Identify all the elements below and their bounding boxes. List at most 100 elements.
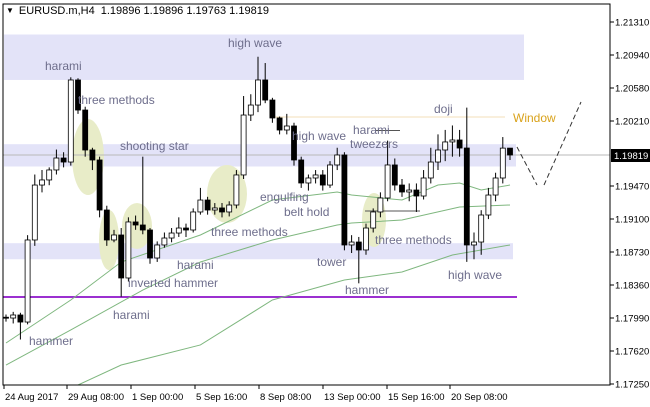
pattern-label: three methods	[78, 93, 155, 107]
candle	[139, 156, 146, 235]
bearish-candle-body	[319, 174, 326, 186]
candle	[327, 161, 333, 188]
candle	[125, 217, 132, 282]
bearish-candle-body	[3, 316, 9, 319]
bullish-candle-body	[46, 169, 53, 181]
candle	[355, 236, 362, 284]
bullish-candle-body	[39, 179, 45, 186]
candle	[247, 94, 254, 122]
candle	[96, 156, 103, 218]
bearish-candle-body	[269, 99, 276, 119]
bearish-candle-body	[60, 157, 67, 163]
candle	[46, 167, 53, 186]
bullish-candle-body	[312, 174, 319, 179]
bullish-candle-body	[175, 227, 182, 234]
y-tick-label: 1.19100	[615, 215, 649, 226]
bullish-candle-body	[197, 199, 204, 213]
candle	[406, 183, 413, 202]
x-tick-label: 15 Sep 16:00	[388, 392, 445, 403]
pattern-label: harami	[113, 308, 150, 322]
pattern-label: engulfing	[260, 190, 309, 204]
forecast-arrow-down	[516, 146, 538, 186]
pattern-label: high wave	[228, 36, 282, 50]
bullish-candle-body	[255, 79, 261, 106]
pattern-label: belt hold	[284, 205, 329, 219]
pattern-label: hammer	[29, 334, 73, 348]
bearish-candle-body	[139, 224, 146, 231]
bearish-candle-body	[132, 221, 139, 226]
bullish-candle-body	[161, 237, 168, 246]
x-tick-label: 5 Sep 16:00	[196, 392, 247, 403]
candle	[312, 170, 319, 184]
pattern-label: harami	[45, 59, 82, 73]
forecast-arrow-up	[543, 101, 582, 186]
ohlc-values: 1.19896 1.19896 1.19763 1.19819	[100, 5, 269, 17]
candle	[507, 147, 513, 160]
moving-average-line	[5, 204, 511, 366]
candle	[276, 116, 283, 135]
candle	[103, 205, 110, 246]
bearish-candle-body	[147, 229, 153, 259]
plot-frame	[2, 3, 611, 386]
pattern-label: harami	[353, 123, 390, 137]
candle	[175, 217, 182, 237]
bearish-candle-body	[276, 117, 283, 131]
bullish-candle-body	[363, 227, 369, 251]
bearish-candle-body	[399, 184, 405, 193]
candle	[305, 174, 312, 191]
candle	[118, 228, 125, 297]
bullish-candle-body	[190, 211, 197, 231]
bullish-candle-body	[406, 189, 413, 193]
candle	[89, 147, 96, 171]
y-tick-label: 1.19470	[615, 182, 649, 193]
bearish-candle-body	[89, 149, 96, 161]
candle	[348, 235, 355, 254]
bullish-candle-body	[377, 197, 384, 213]
candle	[204, 196, 211, 215]
candle	[82, 106, 89, 157]
bullish-candle-body	[240, 114, 247, 176]
bullish-candle-body	[370, 211, 377, 229]
bullish-candle-body	[111, 234, 117, 241]
bearish-candle-body	[463, 147, 470, 246]
bullish-candle-body	[283, 125, 290, 131]
candle	[226, 201, 233, 217]
bearish-candle-body	[204, 199, 211, 211]
bullish-candle-body	[499, 147, 506, 179]
bearish-candle-body	[291, 125, 297, 161]
pattern-label: tower	[317, 255, 346, 269]
bullish-candle-body	[211, 207, 218, 211]
bullish-candle-body	[384, 164, 391, 199]
candle	[456, 129, 463, 157]
pattern-label: tweezers	[350, 137, 398, 151]
candle	[132, 215, 139, 230]
bearish-candle-body	[391, 164, 398, 186]
bullish-candle-body	[420, 177, 427, 197]
bullish-candle-body	[348, 241, 355, 246]
candle	[427, 147, 434, 184]
current-price-badge	[611, 149, 650, 162]
candle	[111, 229, 117, 243]
candle	[485, 187, 492, 220]
bearish-candle-body	[298, 159, 305, 184]
candle	[67, 77, 74, 166]
candle	[17, 312, 24, 340]
bullish-candle-body	[31, 184, 38, 241]
bearish-candle-body	[17, 314, 24, 323]
bullish-candle-body	[442, 141, 449, 151]
bearish-candle-body	[456, 139, 463, 149]
candle	[190, 208, 197, 233]
candle	[492, 172, 499, 202]
triangle-down-icon[interactable]: ▼	[6, 6, 14, 15]
bullish-candle-body	[492, 177, 499, 196]
candle	[341, 152, 348, 251]
bullish-candle-body	[10, 314, 17, 319]
y-tick-label: 1.17620	[615, 347, 649, 358]
pattern-label: doji	[434, 102, 453, 116]
candle	[161, 232, 168, 248]
window-label: Window	[513, 111, 556, 125]
candle	[413, 183, 420, 212]
pattern-label: high wave	[292, 129, 346, 143]
bearish-candle-body	[118, 234, 125, 279]
